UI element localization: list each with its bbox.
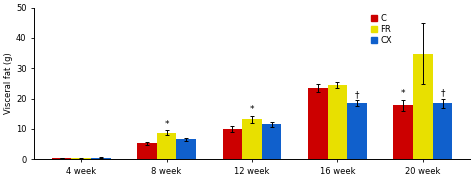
Bar bbox=[157, 132, 176, 159]
Bar bbox=[328, 85, 347, 159]
Legend: C, FR, CX: C, FR, CX bbox=[369, 12, 393, 46]
Bar bbox=[413, 54, 433, 159]
Bar bbox=[393, 105, 413, 159]
Bar bbox=[52, 158, 72, 159]
Bar bbox=[347, 103, 367, 159]
Bar bbox=[242, 119, 262, 159]
Bar bbox=[137, 143, 157, 159]
Bar bbox=[176, 140, 196, 159]
Bar bbox=[72, 158, 91, 159]
Bar bbox=[433, 103, 452, 159]
Bar bbox=[91, 158, 110, 159]
Text: *: * bbox=[250, 105, 254, 114]
Bar bbox=[223, 129, 242, 159]
Text: †: † bbox=[440, 88, 445, 97]
Text: *: * bbox=[401, 89, 405, 98]
Bar bbox=[308, 88, 328, 159]
Y-axis label: Visceral fat (g): Visceral fat (g) bbox=[4, 53, 13, 114]
Text: *: * bbox=[164, 120, 169, 129]
Text: †: † bbox=[355, 90, 359, 99]
Bar bbox=[262, 124, 282, 159]
